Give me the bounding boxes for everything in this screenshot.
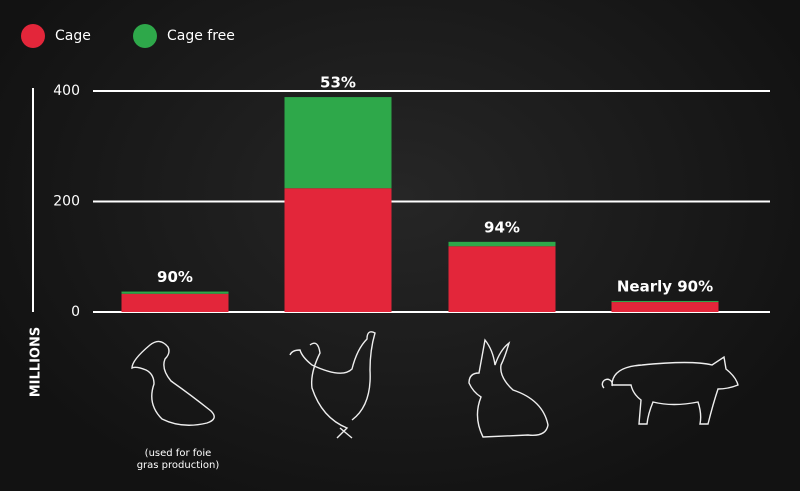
icons (131, 331, 739, 439)
bar-label: 53% (320, 74, 356, 92)
bar-segment (284, 188, 392, 312)
chicken-icon (289, 331, 376, 439)
y-tick-label: 400 (53, 83, 80, 99)
legend-label: Cage free (167, 28, 235, 44)
y-axis-label: MILLIONS (29, 327, 44, 397)
pig-icon (601, 355, 739, 425)
bar-segment (448, 241, 556, 247)
bar-segment (611, 300, 719, 303)
bar-label: 94% (484, 218, 520, 236)
bar-segment (284, 97, 392, 189)
note: gras production) (137, 460, 220, 471)
rabbit-icon (468, 338, 549, 438)
note: (used for foie (145, 448, 212, 459)
duck-icon (131, 340, 215, 426)
bar-segment (121, 291, 229, 294)
y-tick-label: 0 (71, 304, 80, 320)
legend-swatch (21, 24, 45, 48)
bar-segment (121, 293, 229, 312)
bar-label: Nearly 90% (617, 277, 713, 295)
bar-label: 90% (157, 268, 193, 286)
legend-swatch (133, 24, 157, 48)
y-tick-label: 200 (53, 194, 80, 210)
legend-label: Cage (55, 28, 91, 44)
bar-segment (448, 246, 556, 312)
bar-segment (611, 302, 719, 312)
